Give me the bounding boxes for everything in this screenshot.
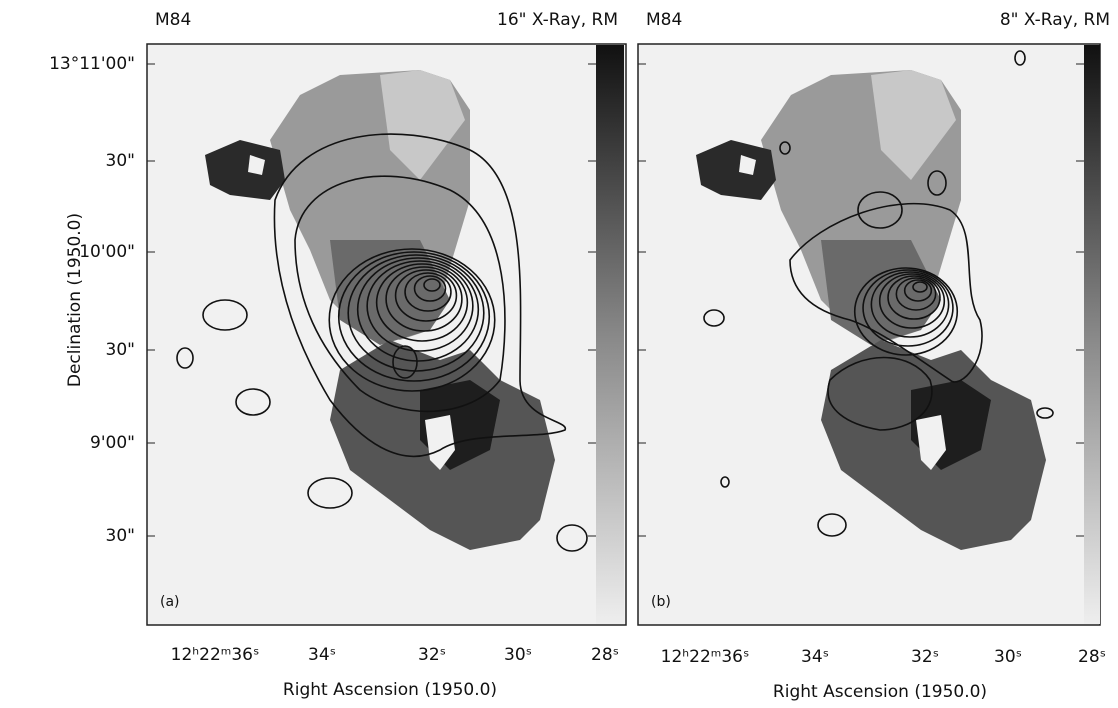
x-tick-label: 12ʰ22ᵐ36ˢ	[171, 645, 260, 665]
contour	[862, 269, 954, 347]
contour	[337, 251, 491, 382]
contour	[878, 273, 946, 329]
contour	[347, 254, 485, 372]
contour	[385, 266, 463, 332]
x-tick-label: 28ˢ	[1078, 647, 1106, 667]
contours	[703, 50, 1054, 537]
contour	[356, 257, 480, 362]
contours	[176, 133, 588, 552]
x-tick-label: 30ˢ	[504, 645, 532, 665]
panel: M84 8" X-Ray, RM (b) 12ʰ22ᵐ36ˢ 34ˢ 32ˢ 3…	[637, 10, 1110, 702]
panel-label: (a)	[160, 594, 180, 610]
x-tick-label: 34ˢ	[308, 645, 336, 665]
y-axis-label: Declination (1950.0)	[65, 213, 85, 387]
colorbar	[596, 45, 624, 624]
contour	[912, 281, 928, 293]
contour	[870, 271, 950, 338]
contour	[903, 279, 933, 302]
x-tick-label: 28ˢ	[591, 645, 619, 665]
x-axis-label: Right Ascension (1950.0)	[773, 682, 987, 702]
colorbar	[1084, 45, 1100, 624]
panel-subtitle: 8" X-Ray, RM	[1000, 10, 1110, 30]
y-tick-label: 10'00"	[79, 242, 135, 262]
panel-label: (b)	[651, 594, 671, 610]
x-tick-label: 30ˢ	[994, 647, 1022, 667]
contour	[394, 269, 458, 322]
x-tick-label: 32ˢ	[418, 645, 446, 665]
contour	[423, 278, 441, 292]
panel-subtitle: 16" X-Ray, RM	[497, 10, 618, 30]
y-tick-label: 9'00"	[90, 433, 135, 453]
x-axis-label: Right Ascension (1950.0)	[283, 680, 497, 700]
x-tick-label: 12ʰ22ᵐ36ˢ	[661, 647, 750, 667]
contour	[375, 263, 469, 342]
contour	[404, 272, 452, 312]
y-tick-label: 30"	[106, 151, 135, 171]
panel: M84 16" X-Ray, RM (a) 12ʰ22ᵐ36ˢ 34ˢ 32ˢ …	[146, 10, 627, 700]
panel-title: M84	[155, 10, 191, 30]
panel-title: M84	[646, 10, 682, 30]
contour	[887, 275, 941, 320]
x-tick-label: 34ˢ	[801, 647, 829, 667]
y-tick-label: 30"	[106, 526, 135, 546]
y-tick-label: 30"	[106, 340, 135, 360]
x-tick-label: 32ˢ	[911, 647, 939, 667]
contour	[895, 277, 937, 311]
contour	[366, 260, 474, 352]
contour	[328, 248, 496, 392]
contour	[413, 275, 447, 302]
y-tick-label: 13°11'00"	[49, 54, 135, 74]
contour	[853, 267, 959, 356]
